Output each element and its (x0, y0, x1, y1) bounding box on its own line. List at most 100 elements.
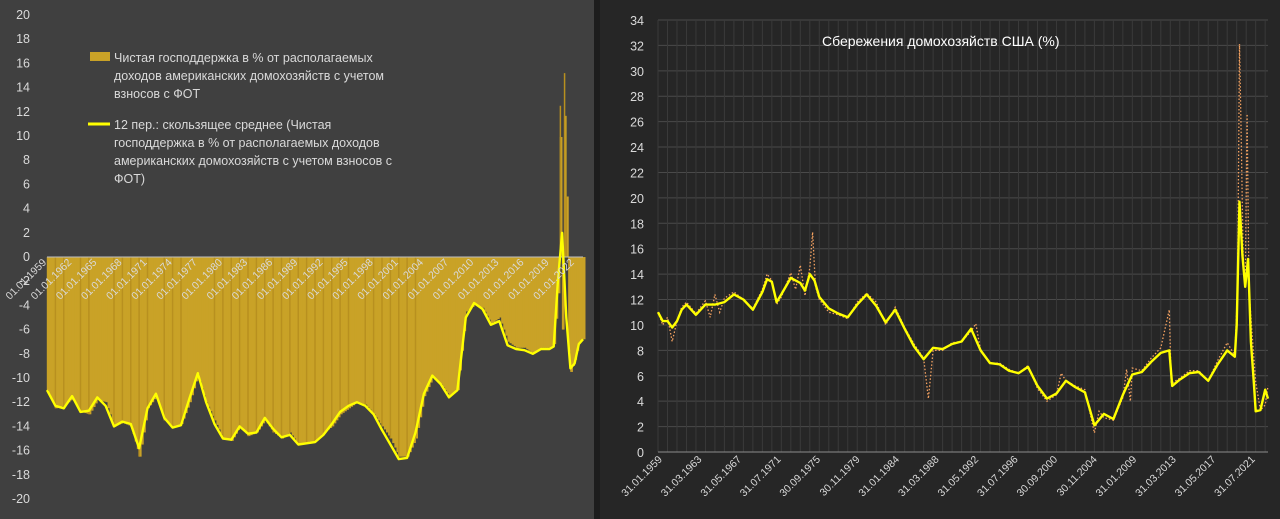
panel-divider (594, 0, 600, 519)
left-bar (528, 257, 532, 351)
legend-bar-label: Чистая господдержка в % от располагаемых (114, 51, 373, 65)
left-bar (113, 257, 117, 427)
left-y-tick-label: 16 (16, 56, 30, 70)
right-x-tick-label: 31.01.2009 (1094, 454, 1140, 500)
left-bar (476, 257, 479, 307)
left-bar (172, 257, 176, 427)
left-y-tick-label: 2 (23, 226, 30, 240)
left-bar (231, 257, 234, 441)
legend-line-label: американских домохозяйств с учетом взнос… (114, 154, 392, 168)
left-bar (538, 257, 542, 350)
left-y-tick-label: 14 (16, 81, 30, 95)
right-x-tick-label: 30.09.1975 (777, 454, 823, 500)
left-bar (287, 257, 291, 434)
left-bar (524, 257, 527, 348)
left-bar (446, 257, 450, 394)
left-bar (507, 257, 511, 342)
left-bar (551, 257, 555, 346)
left-bar (402, 257, 406, 457)
left-bar (582, 257, 586, 340)
right-smoothed-line (656, 200, 1270, 427)
left-bar (480, 257, 483, 308)
right-y-tick-label: 26 (630, 116, 644, 130)
left-bar (220, 257, 224, 434)
left-bar (210, 257, 213, 412)
right-x-tick-label: 30.11.2004 (1055, 454, 1100, 499)
left-y-tick-label: 4 (23, 202, 30, 216)
left-bar (46, 257, 50, 391)
left-bar (295, 257, 299, 442)
right-x-tick-label: 31.03.2013 (1133, 454, 1179, 500)
left-bar (141, 257, 144, 445)
left-bar (57, 257, 60, 408)
left-bar (438, 257, 442, 383)
left-bar (170, 257, 174, 425)
left-bar (526, 257, 529, 350)
left-bar (268, 257, 272, 427)
right-y-tick-label: 10 (630, 319, 644, 333)
left-y-tick-label: -10 (12, 371, 30, 385)
left-bar (117, 257, 121, 425)
left-bar (369, 257, 372, 410)
right-y-tick-label: 0 (637, 446, 644, 460)
left-bar (379, 257, 383, 424)
right-x-tick-label: 31.03.1963 (659, 454, 705, 500)
left-bar (572, 257, 576, 366)
left-bar (411, 257, 414, 448)
left-bar (423, 257, 427, 397)
left-bar (59, 257, 63, 408)
left-bar (540, 257, 544, 348)
left-bar (310, 257, 314, 442)
left-bar (256, 257, 259, 433)
left-y-tick-label: -16 (12, 444, 30, 458)
left-bar (235, 257, 238, 434)
right-x-tick-label: 31.07.1971 (738, 454, 784, 500)
left-bar (488, 257, 492, 320)
left-bar (249, 257, 253, 436)
left-bar (335, 257, 339, 421)
right-y-tick-label: 14 (630, 268, 644, 282)
left-bar (254, 257, 257, 434)
left-bar (94, 257, 98, 404)
left-bar (174, 257, 178, 426)
left-bar (425, 257, 429, 392)
left-bar (375, 257, 379, 418)
right-y-tick-label: 28 (630, 90, 644, 104)
left-bar (344, 257, 347, 412)
left-bar (48, 257, 52, 395)
left-y-tick-label: 20 (16, 8, 30, 22)
left-bar (84, 257, 88, 414)
left-bar (50, 257, 54, 400)
left-bar (63, 257, 67, 406)
left-bar (203, 257, 207, 396)
left-bar (308, 257, 312, 442)
right-x-tick-label: 31.03.1988 (896, 454, 942, 500)
left-y-tick-label: -12 (12, 395, 30, 409)
left-bar-series (46, 73, 586, 457)
left-bar (331, 257, 335, 427)
left-bar (318, 257, 322, 437)
left-bar (195, 257, 199, 382)
left-bar (381, 257, 385, 427)
left-bar (262, 257, 266, 424)
left-bar (266, 257, 270, 424)
left-bar (312, 257, 316, 442)
left-bar (161, 257, 165, 415)
right-chart-title: Сбережения домохозяйств США (%) (822, 33, 1060, 49)
left-bar (293, 257, 297, 439)
left-bar (272, 257, 276, 433)
left-bar (409, 257, 412, 453)
left-bar (337, 257, 341, 418)
left-bar (494, 257, 498, 321)
right-y-tick-label: 4 (637, 395, 644, 409)
left-bar (429, 257, 433, 383)
left-bar (241, 257, 245, 429)
left-bar (471, 257, 475, 307)
left-bar (356, 257, 360, 403)
left-bar (394, 257, 398, 448)
left-bar (264, 257, 268, 421)
left-bar (176, 257, 180, 426)
left-bar (486, 257, 490, 316)
right-y-tick-label: 8 (637, 344, 644, 358)
left-bar (574, 257, 578, 360)
